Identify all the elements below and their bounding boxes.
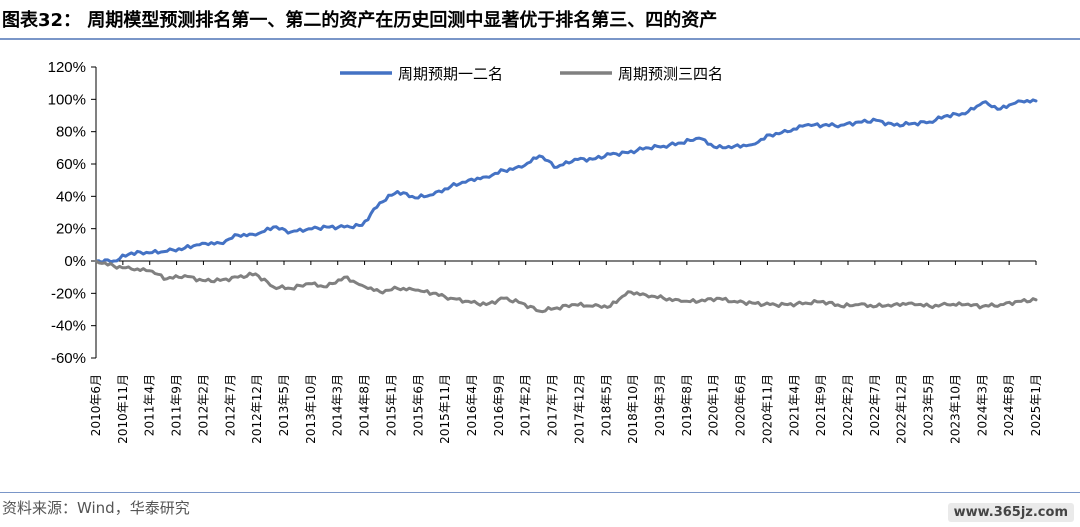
x-tick-label: 2015年1月 (384, 374, 398, 436)
footer-divider (0, 492, 1080, 493)
x-tick-label: 2020年6月 (734, 374, 748, 436)
x-tick-label: 2012年12月 (250, 374, 264, 444)
x-tick-label: 2024年8月 (1002, 374, 1016, 436)
series-line (94, 98, 1038, 265)
y-tick-label: 100% (48, 91, 86, 108)
x-tick-label: 2023年10月 (948, 374, 962, 444)
x-tick-label: 2012年2月 (196, 374, 210, 436)
x-tick-label: 2022年7月 (868, 374, 882, 436)
x-tick-label: 2013年10月 (304, 374, 318, 444)
y-tick-label: -20% (51, 285, 86, 302)
watermark: www.365jz.com (947, 503, 1074, 522)
x-tick-label: 2021年4月 (787, 374, 801, 436)
x-tick-label: 2017年7月 (546, 374, 560, 436)
y-tick-label: 80% (56, 124, 86, 141)
x-tick-label: 2015年11月 (438, 374, 452, 444)
x-tick-label: 2021年9月 (814, 374, 828, 436)
x-tick-label: 2018年5月 (599, 374, 613, 436)
x-tick-label: 2014年3月 (331, 374, 345, 436)
series-line (94, 259, 1038, 314)
x-tick-label: 2016年9月 (492, 374, 506, 436)
x-tick-label: 2010年6月 (89, 374, 103, 436)
x-tick-label: 2011年4月 (143, 374, 157, 436)
x-tick-label: 2015年6月 (411, 374, 425, 436)
x-tick-label: 2011年9月 (170, 374, 184, 436)
x-tick-label: 2019年3月 (653, 374, 667, 436)
y-tick-label: 40% (56, 188, 86, 205)
x-tick-label: 2022年12月 (895, 374, 909, 444)
y-tick-label: 60% (56, 156, 86, 173)
x-tick-label: 2023年5月 (922, 374, 936, 436)
legend-label: 周期预期一二名 (398, 65, 503, 83)
x-tick-label: 2016年4月 (465, 374, 479, 436)
y-tick-label: -60% (51, 350, 86, 367)
x-tick-label: 2019年8月 (680, 374, 694, 436)
x-tick-label: 2010年11月 (116, 374, 130, 444)
x-tick-label: 2017年12月 (572, 374, 586, 444)
x-tick-label: 2024年3月 (975, 374, 989, 436)
legend-label: 周期预测三四名 (618, 65, 723, 83)
source-note: 资料来源：Wind，华泰研究 (2, 499, 190, 517)
line-chart: 120% 100% 80% 60% 40% 20% 0% -20% -40% -60% 2010年… (48, 59, 1043, 444)
y-tick-label: -40% (51, 318, 86, 335)
x-axis: 2010年6月 2010年11月 2011年4月 2011年9月 2012年2月 2012… (89, 260, 1043, 444)
x-tick-label: 2018年10月 (626, 374, 640, 444)
series-lines (94, 98, 1038, 314)
y-tick-label: 20% (56, 221, 86, 238)
x-tick-label: 2020年1月 (707, 374, 721, 436)
x-tick-label: 2020年11月 (760, 374, 774, 444)
figure-title: 图表32： 周期模型预测排名第一、第二的资产在历史回测中显著优于排名第三、四的资… (2, 10, 718, 31)
title-divider (0, 38, 1080, 40)
y-axis: 120% 100% 80% 60% 40% 20% 0% -20% -40% -60% (48, 59, 97, 367)
y-tick-label: 120% (48, 59, 86, 76)
x-tick-label: 2014年8月 (358, 374, 372, 436)
x-tick-label: 2012年7月 (223, 374, 237, 436)
x-tick-label: 2022年2月 (841, 374, 855, 436)
legend: 周期预期一二名 周期预测三四名 (340, 65, 723, 83)
x-tick-label: 2025年1月 (1029, 374, 1043, 436)
x-tick-label: 2013年5月 (277, 374, 291, 436)
y-tick-label: 0% (64, 253, 86, 270)
x-tick-label: 2017年2月 (519, 374, 533, 436)
